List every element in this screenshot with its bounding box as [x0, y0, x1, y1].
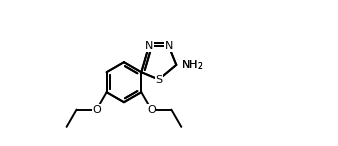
Text: NH$_2$: NH$_2$: [180, 58, 203, 72]
Text: N: N: [164, 41, 173, 51]
Text: S: S: [155, 74, 162, 85]
Text: S: S: [155, 74, 162, 85]
Text: N: N: [145, 41, 153, 51]
Text: O: O: [147, 105, 156, 115]
Text: NH$_2$: NH$_2$: [180, 58, 203, 72]
Text: N: N: [145, 41, 153, 51]
Text: O: O: [92, 105, 101, 115]
Text: N: N: [164, 41, 173, 51]
